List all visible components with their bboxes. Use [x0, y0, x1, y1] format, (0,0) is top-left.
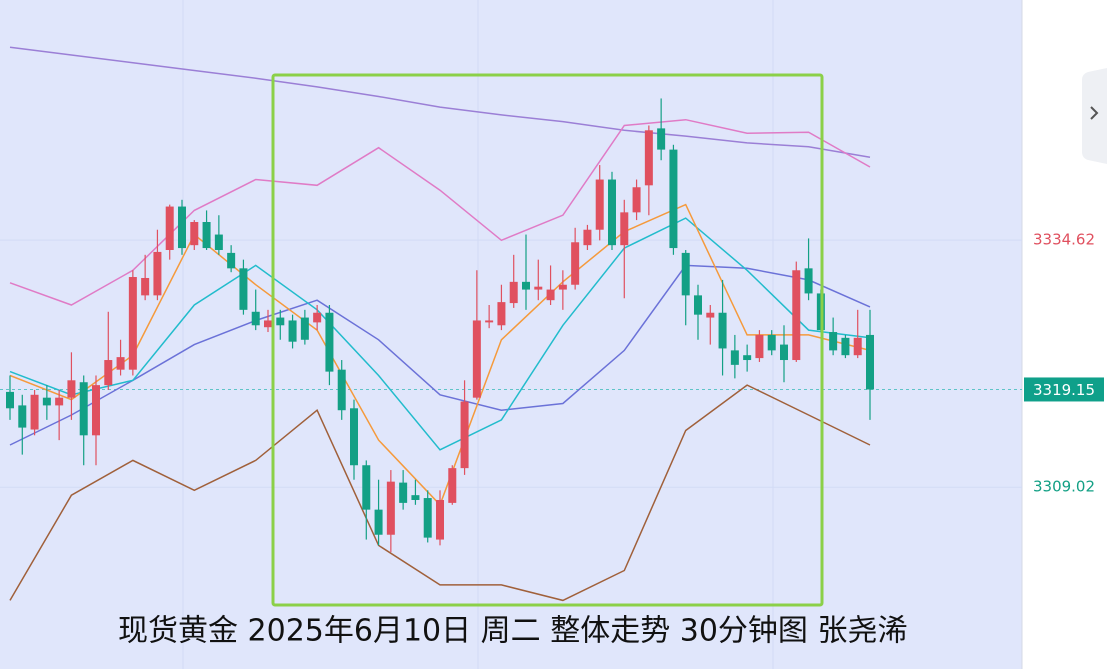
candle-body [128, 277, 137, 370]
candle-body [288, 320, 297, 342]
candle-body [571, 242, 580, 285]
candle-body [829, 332, 838, 351]
candle-body [792, 270, 801, 361]
candle-body [202, 222, 211, 249]
candle-body [300, 317, 309, 340]
indicator-line [9, 384, 871, 602]
candle-body [841, 337, 850, 356]
candle-body [362, 465, 371, 510]
candle-body [251, 311, 260, 326]
candle-body [780, 344, 788, 361]
candle-body [558, 284, 567, 290]
candle-body [264, 320, 272, 328]
candle-body [866, 334, 874, 390]
y-tick-label: 3309.02 [1033, 478, 1095, 496]
candle-body [497, 302, 506, 326]
candle-body [104, 360, 113, 386]
candle-body [522, 281, 530, 290]
candle-body [313, 312, 322, 323]
indicator-line [9, 46, 871, 159]
candle-body [706, 312, 715, 318]
candle-body [509, 281, 518, 304]
candle-body [694, 295, 702, 315]
plot-background [0, 0, 1022, 669]
candle-body [448, 468, 457, 503]
candle-body [67, 380, 76, 398]
candle-body [214, 234, 223, 250]
candle-body [153, 251, 162, 296]
candle-body [374, 509, 383, 535]
candle-body [178, 206, 186, 249]
candle-body [583, 229, 592, 246]
candle-body [350, 408, 358, 466]
candle-body [42, 397, 51, 406]
candle-body [55, 397, 64, 406]
candle-body [79, 382, 88, 436]
candle-body [386, 481, 395, 535]
price-axis: 3309.02 3334.62 3319.15 [1024, 231, 1104, 496]
candle-body [657, 128, 666, 150]
candle-body [644, 130, 653, 186]
candle-body [534, 286, 543, 290]
candle-body [6, 391, 14, 409]
candle-body [227, 252, 236, 269]
candle-body [141, 277, 150, 296]
candle-body [18, 405, 27, 428]
y-tick-label: 3334.62 [1033, 231, 1095, 249]
candle-body [436, 499, 444, 540]
candle-body [546, 289, 555, 301]
candle-body [804, 268, 813, 294]
candle-body [681, 252, 690, 296]
candle-body [767, 334, 776, 351]
candle-body [325, 312, 334, 372]
last-price-label: 3319.15 [1033, 381, 1095, 399]
indicator-line [9, 264, 871, 446]
candle-body [337, 369, 346, 411]
candle-body [472, 320, 481, 398]
candle-body [423, 498, 432, 538]
candle-body [165, 206, 174, 250]
candle-body [276, 317, 285, 326]
candle-body [620, 212, 629, 246]
candle-body [399, 482, 408, 503]
candle-body [485, 320, 494, 323]
caption: 现货黄金 2025年6月10日 周二 整体走势 30分钟图 张尧浠 [118, 614, 907, 649]
candle-body [730, 350, 739, 365]
candle-body [608, 179, 616, 246]
indicator-line [9, 217, 871, 451]
candle-body [755, 334, 764, 359]
candle-body [190, 222, 199, 246]
candle-body [411, 495, 420, 500]
expand-arrow[interactable] [1090, 106, 1099, 120]
candle-body [30, 394, 39, 430]
candle-body [632, 187, 641, 213]
candle-body [92, 385, 100, 436]
indicator-line [9, 118, 871, 306]
candle-body [669, 149, 678, 249]
highlight-box [271, 73, 824, 607]
last-price-tag [1024, 377, 1104, 402]
candle-body [239, 268, 248, 310]
candle-body [718, 312, 727, 349]
candle-body [853, 337, 862, 356]
candle-body [595, 179, 604, 230]
candle-body [743, 355, 752, 361]
candles [6, 98, 874, 553]
candle-body [460, 401, 469, 469]
candle-body [116, 357, 125, 370]
indicator-lines [9, 46, 871, 602]
